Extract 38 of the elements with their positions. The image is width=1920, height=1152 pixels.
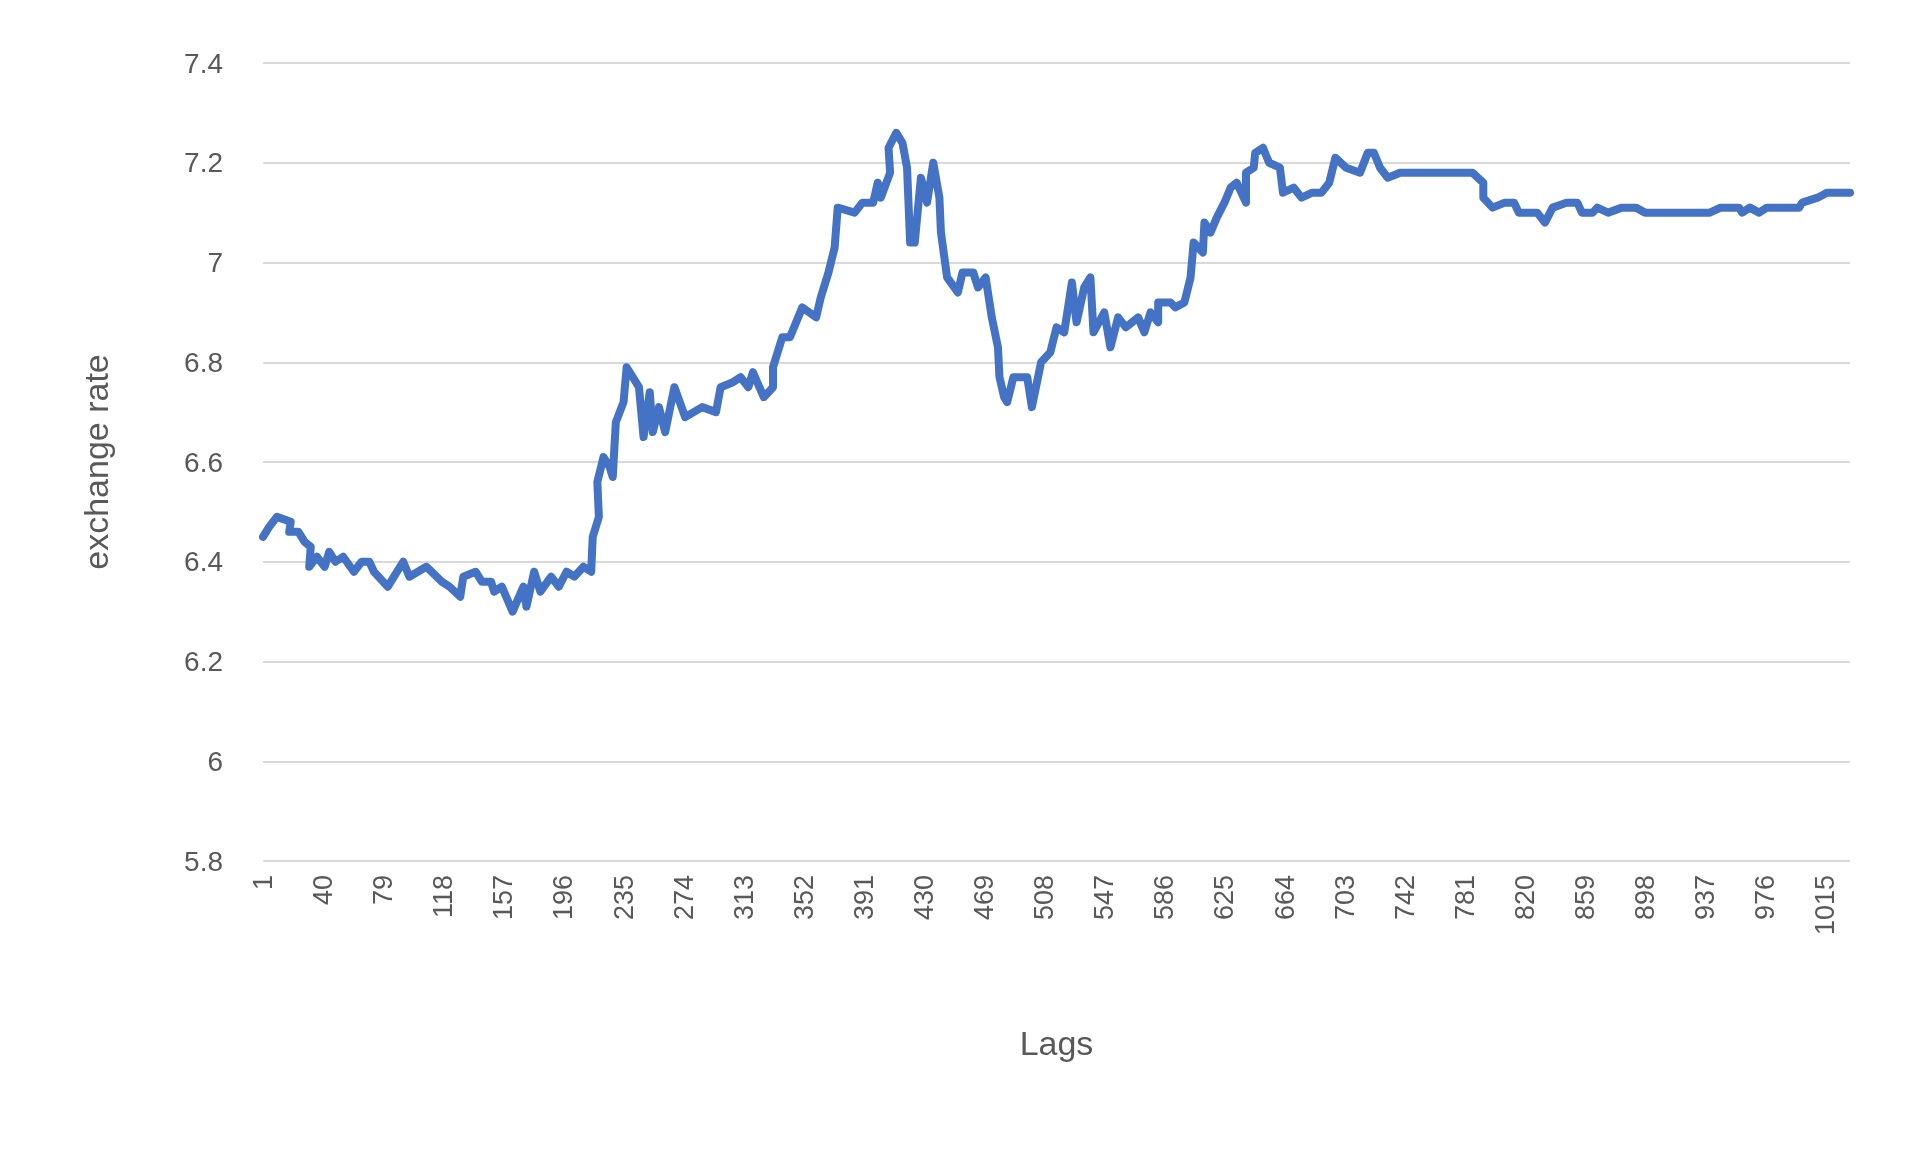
x-tick-label: 157 [488,875,519,921]
y-tick-label: 7.4 [184,47,223,79]
y-tick-label: 7 [207,247,223,278]
x-tick-label: 235 [608,875,639,921]
x-tick-label: 664 [1269,875,1300,921]
x-tick-label: 820 [1509,875,1540,921]
x-tick-label: 1015 [1810,875,1841,936]
x-tick-label: 703 [1329,875,1360,921]
x-tick-label: 79 [368,875,399,906]
x-tick-label: 508 [1029,875,1060,921]
x-axis-title: Lags [1019,1024,1094,1062]
x-tick-label: 352 [788,875,819,921]
x-tick-label: 898 [1630,875,1661,921]
y-axis-title: exchange rate [77,354,115,570]
y-tick-label: 6.2 [184,646,223,677]
x-tick-label: 976 [1750,875,1781,921]
x-tick-label: 1 [248,875,278,891]
x-tick-label: 430 [908,875,939,921]
x-tick-label: 274 [668,875,699,921]
y-tick-label: 6.4 [184,546,223,578]
x-tick-label: 781 [1449,875,1480,921]
x-tick-label: 859 [1569,875,1600,921]
y-tick-label: 6.8 [184,346,223,378]
x-tick-label: 40 [308,875,339,906]
x-tick-label: 391 [848,875,879,921]
y-tick-label: 6 [207,745,223,777]
x-tick-label: 313 [728,875,759,921]
x-tick-label: 547 [1089,875,1120,921]
y-tick-label: 5.8 [184,845,223,877]
x-tick-label: 196 [548,875,579,921]
x-tick-label: 937 [1690,875,1721,921]
x-tick-label: 586 [1149,875,1180,921]
x-tick-label: 469 [969,875,1000,921]
x-tick-label: 625 [1209,875,1240,921]
x-tick-label: 118 [428,875,459,919]
y-tick-label: 7.2 [184,147,223,179]
y-tick-label: 6.6 [184,446,223,478]
x-tick-label: 742 [1389,875,1420,921]
